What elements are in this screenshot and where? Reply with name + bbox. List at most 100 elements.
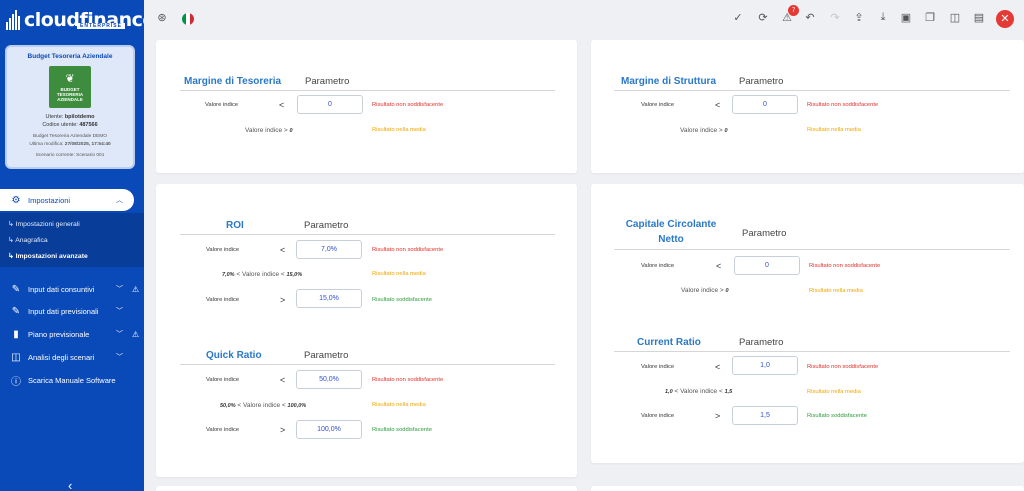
nav-actuals-input[interactable]: ✎ Input dati consuntivi ﹀ ⚠ [11,283,140,295]
result-bad: Risultato non soddisfacente [372,247,444,253]
current-ratio-high-input[interactable]: 1,5 [732,406,798,425]
result-bad: Risultato non soddisfacente [809,263,881,269]
quick-ratio-low-input[interactable]: 50,0% [296,370,362,389]
row-label: Valore indice [641,413,675,419]
card-margine-struttura [591,40,1024,173]
notes-icon[interactable]: ▤ [973,12,985,24]
title-margine-tesoreria: Margine di Tesoreria [184,76,282,87]
collapse-sidebar-icon[interactable]: ‹ [68,478,73,491]
redo-icon[interactable]: ↷ [830,12,840,24]
edit-icon: ✎ [11,305,21,317]
roi-high-input[interactable]: 15,0% [296,289,362,308]
flag-green [182,13,186,25]
app-logo[interactable]: cloudfinance [6,6,155,34]
param-header: Parametro [742,228,787,239]
result-good: Risultato soddisfacente [372,427,432,433]
undo-icon[interactable]: ↶ [805,12,815,24]
company-card: Budget Tesoreria Aziendale ❦ BUDGET TESO… [5,45,135,169]
nav-download-manual[interactable]: ⓘ Scarica Manuale Software [11,375,116,388]
result-average: Risultato nella media [807,127,861,133]
quick-ratio-high-input[interactable]: 100,0% [296,420,362,439]
header-divider [614,249,1010,250]
current-ratio-low-input[interactable]: 1,0 [732,356,798,375]
result-bad: Risultato non soddisfacente [807,364,879,370]
company-title: Budget Tesoreria Aziendale [27,53,113,60]
mid-range-label: 1,0 < Valore indice < 1,5 [665,388,733,395]
logo-subtitle: ENTERPRISE [77,23,125,29]
nav-forecast-input[interactable]: ✎ Input dati previsionali ﹀ [11,305,123,317]
header-divider [614,351,1010,352]
title-margine-struttura: Margine di Struttura [621,76,717,87]
operator-gt: > [715,411,721,421]
row-label: Valore indice [206,427,240,433]
check-icon[interactable]: ✓ [733,12,743,24]
threshold-input[interactable]: 0 [732,95,798,114]
row-label: Valore indice [205,102,239,108]
row-label: Valore indice [641,364,675,370]
roi-low-input[interactable]: 7,0% [296,240,362,259]
threshold-input[interactable]: 0 [297,95,363,114]
title-current-ratio: Current Ratio [637,337,701,348]
submenu-registry[interactable]: ↳ Anagrafica [8,237,48,244]
sidebar: cloudfinance ENTERPRISE Budget Tesoreria… [0,0,155,491]
mid-range-label: Valore indice > 0 [680,127,728,134]
submenu-general-settings[interactable]: ↳ Impostazioni generali [8,221,80,228]
operator-lt: < [280,245,286,255]
row-label: Valore indice [206,297,240,303]
edit-icon: ✎ [11,283,21,295]
result-average: Risultato nella media [809,288,863,294]
result-good: Risultato soddisfacente [807,413,867,419]
row-label: Valore indice [641,102,675,108]
mid-range-label: Valore indice > 0 [245,127,293,134]
chevron-down-icon: ﹀ [116,331,123,338]
nav-scenario-analysis[interactable]: ◫ Analisi degli scenari ﹀ [11,351,123,363]
result-good: Risultato soddisfacente [372,297,432,303]
alerts-badge: 7 [788,5,799,16]
bar-chart-icon: ▮ [13,328,19,340]
current-scenario: Scenario corrente: Scenario 001 [35,153,105,158]
user-line: Utente: bpilotdemo [45,114,95,120]
refresh-icon[interactable]: ⟳ [758,12,768,24]
download-icon[interactable]: ⤓ [880,11,886,23]
company-image-text: BUDGET TESORERIA AZIENDALE [56,86,84,102]
mid-range-label: 50,0% < Valore indice < 100,0% [220,402,307,409]
operator-lt: < [716,261,722,271]
header-divider [614,90,1010,91]
mid-range-label: Valore indice > 0 [681,287,729,294]
row-label: Valore indice [641,263,675,269]
card-margine-tesoreria [156,40,577,173]
nav-settings[interactable]: ⚙ Impostazioni ︿ [0,189,134,211]
upload-icon[interactable]: ⇪ [854,12,864,24]
param-header: Parametro [304,220,349,231]
threshold-input[interactable]: 0 [734,256,800,275]
operator-lt: < [715,100,721,110]
columns-icon: ◫ [11,351,21,363]
close-button[interactable]: ✕ [996,10,1014,28]
card-next-left [156,486,577,491]
operator-gt: > [280,425,286,435]
result-average: Risultato nella media [372,271,426,277]
nav-forecast-plan[interactable]: ▮ Piano previsionale ﹀ ⚠ [0,323,144,345]
row-label: Valore indice [206,377,240,383]
operator-lt: < [715,362,721,372]
param-header: Parametro [739,76,784,87]
result-average: Risultato nella media [372,127,426,133]
submenu-advanced-settings[interactable]: ↳ Impostazioni avanzate [8,253,88,260]
header-divider [180,90,555,91]
project-name: Budget Tesoreria Aziendale DEMO [32,134,108,139]
warning-icon[interactable]: ⚠ [782,12,792,24]
save-icon[interactable]: ▣ [900,12,912,24]
support-icon[interactable]: ⊛ [157,12,167,24]
help-icon: ⓘ [11,376,21,388]
mid-range-label: 7,0% < Valore indice < 15,0% [222,271,303,278]
copy-icon[interactable]: ❐ [925,12,935,24]
operator-lt: < [279,100,285,110]
header-divider [180,234,555,235]
row-label: Valore indice [206,247,240,253]
italian-flag-icon[interactable] [182,13,194,25]
chevron-down-icon: ﹀ [116,308,123,315]
title-ccn: Capitale Circolante Netto [625,219,717,245]
split-view-icon[interactable]: ◫ [949,12,961,24]
chevron-down-icon: ﹀ [116,354,123,361]
logo-bars-icon [6,10,20,30]
